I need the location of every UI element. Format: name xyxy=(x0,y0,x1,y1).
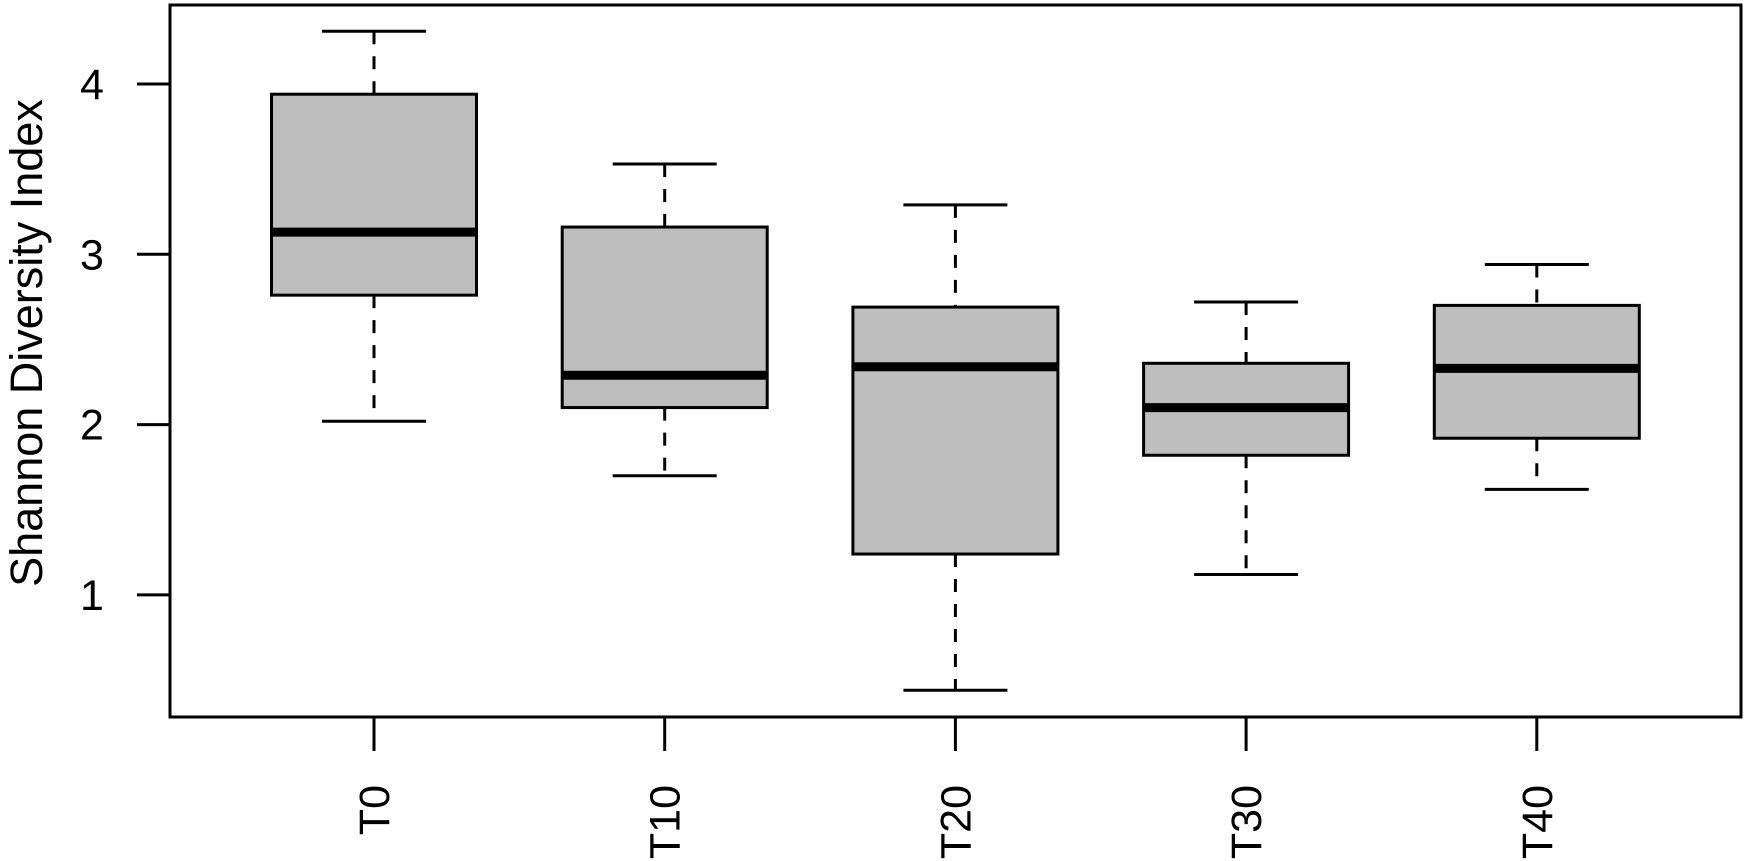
box-t0 xyxy=(270,29,478,423)
box-t10 xyxy=(560,162,769,478)
iqr-box xyxy=(270,92,478,297)
box-t40 xyxy=(1432,263,1641,491)
x-tick-label: T20 xyxy=(932,785,980,859)
x-axis: T0 T10 T20 T30 T40 xyxy=(351,717,1562,859)
y-tick-label: 2 xyxy=(80,402,104,450)
iqr-box xyxy=(560,225,769,410)
plot-area xyxy=(270,29,1641,692)
x-tick-label: T30 xyxy=(1223,785,1271,859)
x-tick-label: T40 xyxy=(1514,785,1562,859)
y-tick-label: 3 xyxy=(80,231,104,279)
x-tick-label: T0 xyxy=(351,785,399,835)
x-tick-label: T10 xyxy=(642,785,690,859)
box-t20 xyxy=(851,203,1060,692)
y-tick-label: 4 xyxy=(80,61,104,109)
box-t30 xyxy=(1142,300,1351,576)
iqr-box xyxy=(851,305,1060,556)
y-tick-label: 1 xyxy=(80,572,104,620)
y-axis: 1 2 3 4 xyxy=(80,61,170,620)
y-axis-title: Shannon Diversity Index xyxy=(1,99,52,587)
